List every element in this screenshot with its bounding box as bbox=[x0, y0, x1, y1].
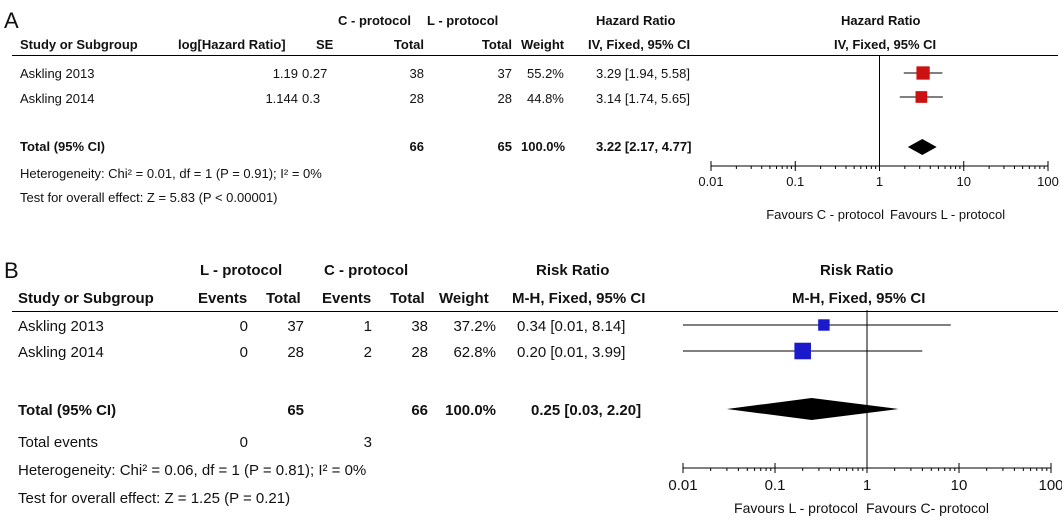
b-row1-c-total: 38 bbox=[411, 318, 428, 335]
a-row1-se: 0.27 bbox=[302, 66, 328, 81]
a-total-l: 65 bbox=[497, 139, 512, 154]
b-col-effect: M-H, Fixed, 95% CI bbox=[512, 290, 646, 307]
a-row2-study: Askling 2014 bbox=[20, 91, 95, 106]
b-total-events-label: Total events bbox=[18, 434, 99, 451]
a-pooled-diamond bbox=[907, 139, 937, 155]
b-group-header-l: L - protocol bbox=[200, 262, 283, 279]
a-row2-loghr: 1.144 bbox=[265, 91, 298, 106]
b-tick-label: 10 bbox=[951, 477, 968, 494]
b-col-l-events: Events bbox=[198, 290, 248, 307]
b-favours-left: Favours L - protocol bbox=[734, 500, 858, 516]
a-group-header-c: C - protocol bbox=[338, 13, 411, 28]
a-heterogeneity: Heterogeneity: Chi² = 0.01, df = 1 (P = … bbox=[20, 166, 322, 181]
a-col-effect: IV, Fixed, 95% CI bbox=[588, 37, 691, 52]
a-row2-c-total: 28 bbox=[409, 91, 424, 106]
a-col-plot: IV, Fixed, 95% CI bbox=[834, 37, 937, 52]
b-col-plot: M-H, Fixed, 95% CI bbox=[792, 290, 926, 307]
a-study-marker bbox=[916, 66, 930, 80]
b-overall-effect: Test for overall effect: Z = 1.25 (P = 0… bbox=[18, 490, 291, 507]
b-forest-plot: 0.01 0.1 1 10 100 Favours L - protocol Favou… bbox=[668, 310, 1062, 516]
b-group-header-c: C - protocol bbox=[324, 262, 409, 279]
a-tick-label: 10 bbox=[957, 174, 971, 189]
b-tick-label: 0.1 bbox=[765, 477, 786, 494]
b-col-weight: Weight bbox=[439, 290, 489, 307]
b-col-c-total: Total bbox=[390, 290, 425, 307]
b-tick-label: 1 bbox=[863, 477, 871, 494]
b-total-events-c: 3 bbox=[363, 434, 372, 451]
b-total-effect: 0.25 [0.03, 2.20] bbox=[531, 402, 642, 419]
a-total-effect: 3.22 [2.17, 4.77] bbox=[596, 139, 692, 154]
b-row1-l-events: 0 bbox=[239, 318, 248, 335]
a-header-rule bbox=[12, 55, 1058, 56]
a-row1-loghr: 1.19 bbox=[272, 66, 298, 81]
a-col-l-total: Total bbox=[481, 37, 512, 52]
b-row2-l-total: 28 bbox=[287, 344, 304, 361]
a-row1-weight: 55.2% bbox=[527, 66, 564, 81]
a-row1-effect: 3.29 [1.94, 5.58] bbox=[596, 66, 690, 81]
a-row1-l-total: 37 bbox=[497, 66, 512, 81]
b-group-header-effect: Risk Ratio bbox=[536, 262, 610, 279]
b-study-marker bbox=[818, 319, 830, 331]
b-study-marker bbox=[794, 342, 811, 360]
b-favours-right: Favours C- protocol bbox=[866, 500, 989, 516]
a-study-marker bbox=[915, 91, 928, 103]
b-group-header-plot: Risk Ratio bbox=[820, 262, 894, 279]
a-tick-label: 0.1 bbox=[786, 174, 804, 189]
a-favours-left: Favours C - protocol bbox=[766, 207, 884, 222]
a-col-loghr: log[Hazard Ratio] bbox=[178, 37, 286, 52]
b-tick-label: 0.01 bbox=[668, 477, 697, 494]
b-row2-study: Askling 2014 bbox=[18, 344, 104, 361]
a-tick-label: 0.01 bbox=[698, 174, 723, 189]
b-total-c: 66 bbox=[411, 402, 428, 419]
b-tick-label: 100 bbox=[1038, 477, 1062, 494]
b-row2-c-events: 2 bbox=[363, 344, 372, 361]
b-row1-c-events: 1 bbox=[363, 318, 372, 335]
a-group-header-effect: Hazard Ratio bbox=[596, 13, 676, 28]
b-col-l-total: Total bbox=[266, 290, 301, 307]
a-tick-label: 100 bbox=[1037, 174, 1059, 189]
b-row2-weight: 62.8% bbox=[453, 344, 496, 361]
b-heterogeneity: Heterogeneity: Chi² = 0.06, df = 1 (P = … bbox=[18, 462, 367, 479]
b-row1-effect: 0.34 [0.01, 8.14] bbox=[517, 318, 626, 335]
b-row1-weight: 37.2% bbox=[453, 318, 496, 335]
a-row2-l-total: 28 bbox=[497, 91, 512, 106]
a-overall-effect: Test for overall effect: Z = 5.83 (P < 0… bbox=[20, 190, 278, 205]
b-row2-l-events: 0 bbox=[239, 344, 248, 361]
b-row1-study: Askling 2013 bbox=[18, 318, 104, 335]
a-row2-weight: 44.8% bbox=[527, 91, 564, 106]
a-group-header-l: L - protocol bbox=[427, 13, 499, 28]
b-row1-l-total: 37 bbox=[287, 318, 304, 335]
a-row1-c-total: 38 bbox=[409, 66, 424, 81]
b-row2-c-total: 28 bbox=[411, 344, 428, 361]
b-total-weight: 100.0% bbox=[445, 402, 496, 419]
a-total-weight: 100.0% bbox=[521, 139, 566, 154]
a-col-se: SE bbox=[316, 37, 334, 52]
b-total-label: Total (95% CI) bbox=[18, 402, 117, 419]
a-col-weight: Weight bbox=[521, 37, 565, 52]
a-row1-study: Askling 2013 bbox=[20, 66, 95, 81]
a-group-header-plot: Hazard Ratio bbox=[841, 13, 921, 28]
b-total-l: 65 bbox=[287, 402, 304, 419]
b-row2-effect: 0.20 [0.01, 3.99] bbox=[517, 344, 626, 361]
a-col-c-total: Total bbox=[393, 37, 424, 52]
a-row2-se: 0.3 bbox=[302, 91, 321, 106]
a-total-label: Total (95% CI) bbox=[20, 139, 105, 154]
a-total-c: 66 bbox=[409, 139, 424, 154]
b-total-events-l: 0 bbox=[239, 434, 248, 451]
b-pooled-diamond bbox=[726, 398, 899, 420]
a-forest-plot: 0.01 0.1 1 10 100 Favours C - protocol Favou… bbox=[698, 55, 1059, 222]
b-header-rule bbox=[12, 311, 1058, 312]
panel-b-label: B bbox=[4, 258, 19, 283]
b-col-c-events: Events bbox=[322, 290, 372, 307]
panel-a-label: A bbox=[4, 8, 19, 33]
a-col-study: Study or Subgroup bbox=[20, 37, 138, 52]
a-row2-effect: 3.14 [1.74, 5.65] bbox=[596, 91, 690, 106]
a-favours-right: Favours L - protocol bbox=[890, 207, 1005, 222]
b-col-study: Study or Subgroup bbox=[18, 290, 154, 307]
a-tick-label: 1 bbox=[876, 174, 883, 189]
